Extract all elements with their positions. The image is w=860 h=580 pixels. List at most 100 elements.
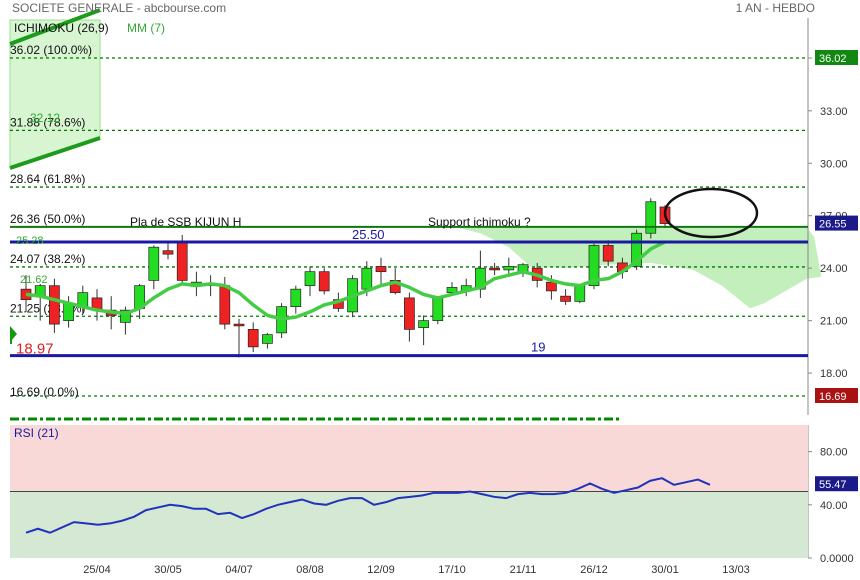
x-axis-tick: 21/11 [510, 564, 537, 576]
candle-body-down [404, 297, 415, 330]
candle-body-down [560, 295, 571, 302]
cloud-right [459, 227, 822, 309]
annotations: ICHIMOKU (26,9) MM (7) Pla de SSB KIJUN H S… [10, 21, 808, 421]
candle-body-down [219, 285, 231, 325]
fib-label: 26.36 (50.0%) [10, 212, 85, 226]
badge-top-text: 36.02 [819, 53, 847, 65]
badge-rsi-last-box [815, 476, 858, 492]
candle-body-down [162, 250, 174, 255]
candle [318, 268, 330, 295]
candle [120, 306, 131, 335]
level-low-label: 19 [531, 340, 545, 355]
candle-body-down [233, 323, 245, 327]
arrow-stem [10, 334, 12, 344]
x-axis-tick: 30/05 [154, 564, 182, 576]
x-axis-tick: 26/12 [580, 564, 608, 576]
candle-body-up [262, 334, 273, 344]
candle-body-up [361, 267, 373, 290]
candle-body-up [588, 245, 600, 287]
candle [560, 289, 571, 305]
candle [602, 240, 614, 267]
ichimoku-legend: ICHIMOKU (26,9) [14, 21, 109, 35]
x-axis-tick: 04/07 [225, 564, 253, 576]
fib-label: 16.69 (0.0%) [10, 385, 79, 399]
candle-body-up [645, 201, 657, 234]
chart-period: 1 AN - HEBDO [735, 1, 815, 15]
rsi-legend: RSI (21) [14, 426, 59, 440]
candle [290, 285, 302, 314]
highlight-ellipse [663, 187, 759, 239]
kijun-annotation: Pla de SSB KIJUN H [130, 215, 241, 229]
candle-body-up [290, 288, 302, 307]
candle [247, 322, 259, 353]
candle [432, 296, 444, 325]
badge-top: 36.02 [815, 50, 858, 65]
candle-body-down [318, 271, 330, 292]
price-axis-tick: 24.00 [820, 263, 848, 275]
moving-average [25, 240, 666, 321]
axes: 33.0030.0027.0024.0021.0018.0080.0040.00… [83, 50, 858, 576]
candle-body-down [546, 281, 557, 292]
level-high-label: 25.50 [352, 227, 385, 242]
candle [233, 318, 245, 358]
small-value-2: 25.28 [16, 235, 44, 247]
candle [489, 262, 500, 276]
moving-average-line [25, 240, 666, 321]
candle-body-down [176, 241, 188, 281]
candle-body-up [503, 266, 515, 271]
rsi-line [25, 477, 711, 534]
rsi-axis-tick: 40.00 [820, 500, 848, 512]
candle [404, 292, 415, 342]
fib-label: 31.88 (78.6%) [10, 115, 85, 129]
candle [418, 315, 429, 346]
candle-body-up [148, 246, 160, 281]
badge-bottom: 16.69 [815, 388, 858, 403]
candle-body-down [247, 329, 259, 348]
candle-body-up [574, 285, 586, 302]
x-axis-tick: 30/01 [651, 564, 679, 576]
trend-line-lower [9, 136, 101, 170]
badge-top-box [815, 50, 858, 65]
rsi-panel: RSI (21) [10, 425, 808, 558]
x-axis-tick: 25/04 [83, 564, 111, 576]
fib-label: 28.64 (61.8%) [10, 172, 85, 186]
price-axis-tick: 21.00 [820, 316, 848, 328]
x-axis-tick: 17/10 [438, 564, 466, 576]
candle-body-down [602, 245, 614, 262]
candle-body-down [375, 266, 387, 273]
candle-body-up [418, 320, 429, 328]
candle [148, 245, 160, 290]
badge-rsi-last: 55.47 [815, 476, 858, 492]
candle [304, 266, 316, 297]
fib-label: 24.07 (38.2%) [10, 252, 85, 266]
candle-body-up [432, 297, 444, 321]
badge-last-text: 26.55 [819, 219, 847, 231]
candle-body-down [489, 267, 500, 271]
candle-body-up [120, 309, 131, 323]
badge-bottom-text: 16.69 [819, 391, 847, 403]
trend-line-upper [9, 8, 101, 46]
price-axis-tick: 18.00 [820, 368, 848, 380]
chart-title: SOCIETE GENERALE - abcbourse.com [12, 1, 227, 15]
candle [49, 278, 60, 333]
price-axis-tick: 33.00 [820, 106, 848, 118]
x-axis-tick: 13/03 [722, 564, 750, 576]
candle [645, 198, 657, 239]
badge-last-box [815, 215, 858, 231]
candle [262, 332, 273, 349]
small-value-3: 21.62 [20, 274, 48, 286]
rsi-lower-zone [10, 491, 808, 558]
candle-body-up [304, 271, 316, 287]
candle-body-down [49, 285, 60, 325]
support-annotation: Support ichimoku ? [428, 215, 531, 229]
rsi-axis-tick: 0.0000 [820, 553, 854, 565]
small-value-1: 32.12 [30, 111, 60, 125]
rsi-axis-tick: 80.00 [820, 447, 848, 459]
candle [162, 241, 174, 260]
x-axis-tick: 12/09 [367, 564, 395, 576]
candle [375, 257, 387, 286]
badge-rsi-last-text: 55.47 [819, 479, 847, 491]
candle-body-up [631, 232, 642, 267]
price-axis-tick: 30.00 [820, 158, 848, 170]
